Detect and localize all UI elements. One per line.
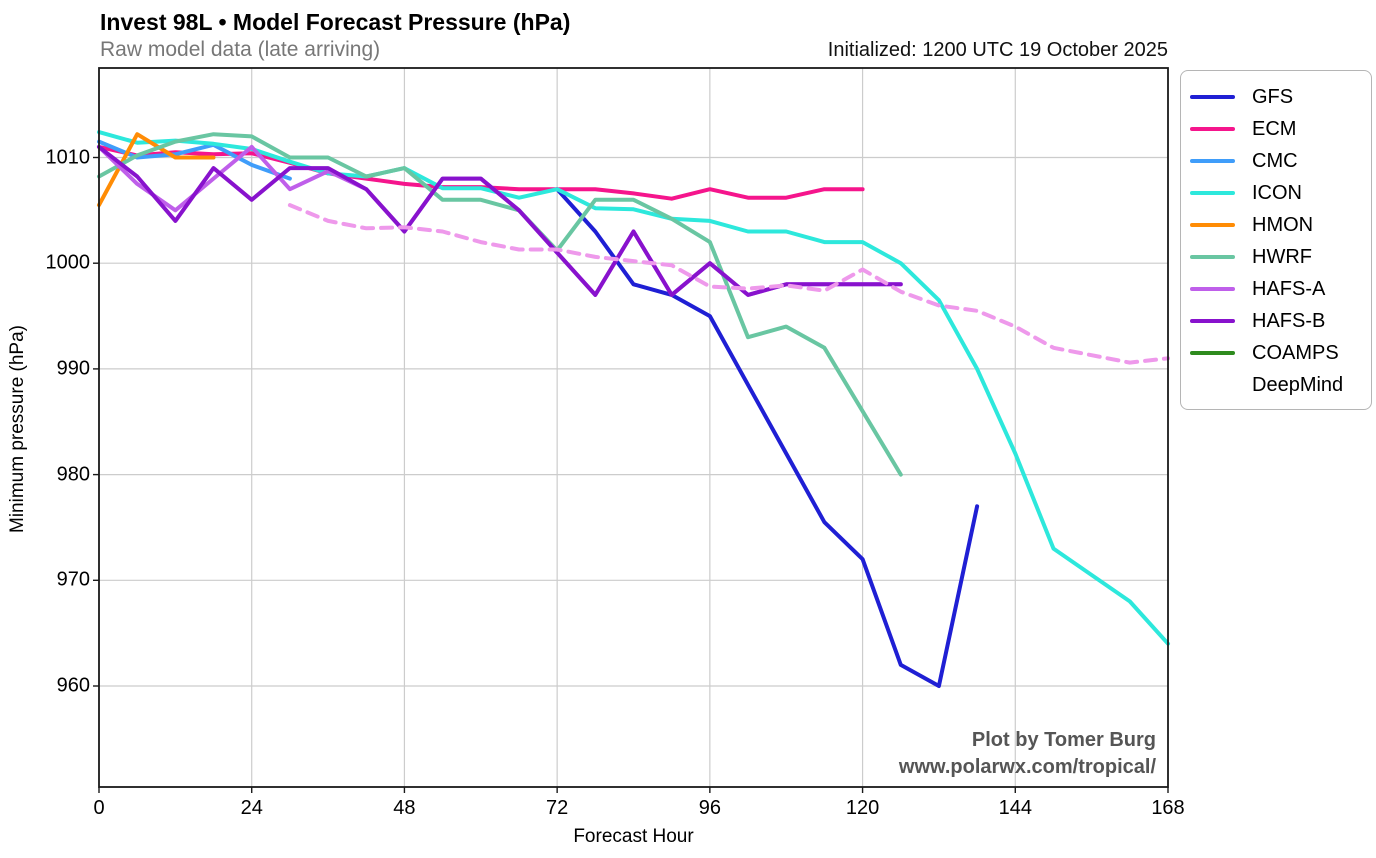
series-line-ECM [97, 144, 865, 201]
legend-label: CMC [1252, 149, 1298, 172]
legend-label: ECM [1252, 117, 1297, 140]
legend-swatch-GFS [1190, 95, 1235, 99]
plot-border [98, 67, 1169, 788]
legend-label: DeepMind [1252, 373, 1344, 396]
legend-label: HAFS-A [1252, 277, 1326, 300]
legend-label: GFS [1252, 85, 1294, 108]
legend-item-HMON: HMON [1181, 209, 1371, 241]
legend-label: HAFS-B [1252, 309, 1326, 332]
legend-swatch-HAFS-A [1190, 287, 1235, 291]
series-line-CMC [97, 139, 292, 181]
legend-swatch-HWRF [1190, 255, 1235, 259]
init-time-label: Initialized: 1200 UTC 19 October 2025 [827, 39, 1168, 61]
legend-item-HAFS-B: HAFS-B [1181, 305, 1371, 337]
legend-swatch-CMC [1190, 159, 1235, 163]
legend-label: COAMPS [1252, 341, 1339, 364]
legend-label: HWRF [1252, 245, 1312, 268]
legend-swatch-HAFS-B [1190, 319, 1235, 323]
y-tick-label: 980 [56, 463, 90, 486]
legend-label: ICON [1252, 181, 1302, 204]
y-tick-label: 1000 [45, 251, 91, 274]
legend-swatch-COAMPS [1190, 351, 1235, 355]
y-tick-label: 990 [56, 357, 90, 380]
series-line-HAFS-B [97, 144, 903, 297]
legend-swatch-DeepMind [1190, 383, 1235, 387]
legend-swatch-ICON [1190, 191, 1235, 195]
series-line-HAFS-A [97, 144, 903, 297]
legend-swatch-ECM [1190, 127, 1235, 131]
series-line-GFS [555, 187, 980, 688]
legend-item-CMC: CMC [1181, 145, 1371, 177]
legend-item-ICON: ICON [1181, 177, 1371, 209]
page-subtitle: Raw model data (late arriving) [100, 38, 381, 61]
legend-item-GFS: GFS [1181, 81, 1371, 113]
legend: GFS ECM CMC ICON HMON HWRF HAFS-A HAFS-B COAMPS D… [1180, 70, 1372, 410]
x-tick-label: 144 [998, 797, 1032, 819]
page-title: Invest 98L • Model Forecast Pressure (hP… [100, 9, 571, 35]
x-tick-label: 48 [393, 797, 416, 819]
watermark-url: www.polarwx.com/tropical/ [898, 756, 1156, 778]
x-tick-label: 168 [1151, 797, 1185, 819]
watermark-author: Plot by Tomer Burg [971, 729, 1156, 751]
legend-item-DeepMind: DeepMind [1181, 369, 1371, 401]
y-tick-label: 970 [56, 568, 90, 591]
legend-item-ECM: ECM [1181, 113, 1371, 145]
legend-item-HWRF: HWRF [1181, 241, 1371, 273]
y-axis-label: Minimum pressure (hPa) [7, 325, 28, 533]
y-tick-label: 960 [56, 674, 90, 697]
series-line-HMON [97, 132, 216, 208]
x-tick-label: 24 [240, 797, 263, 819]
series-line-ICON [97, 130, 1170, 646]
series-line-HWRF [97, 132, 903, 477]
series-line-DeepMind [287, 203, 1170, 365]
x-tick-label: 96 [698, 797, 721, 819]
x-tick-label: 0 [93, 797, 105, 819]
legend-item-COAMPS: COAMPS [1181, 337, 1371, 369]
x-axis-label: Forecast Hour [573, 826, 694, 847]
legend-label: HMON [1252, 213, 1314, 236]
legend-swatch-HMON [1190, 223, 1235, 227]
x-tick-label: 72 [546, 797, 569, 819]
y-tick-label: 1010 [45, 146, 91, 168]
legend-item-HAFS-A: HAFS-A [1181, 273, 1371, 305]
x-tick-label: 120 [845, 797, 880, 819]
watermark: Plot by Tomer Burg www.polarwx.com/tropi… [899, 727, 1156, 781]
